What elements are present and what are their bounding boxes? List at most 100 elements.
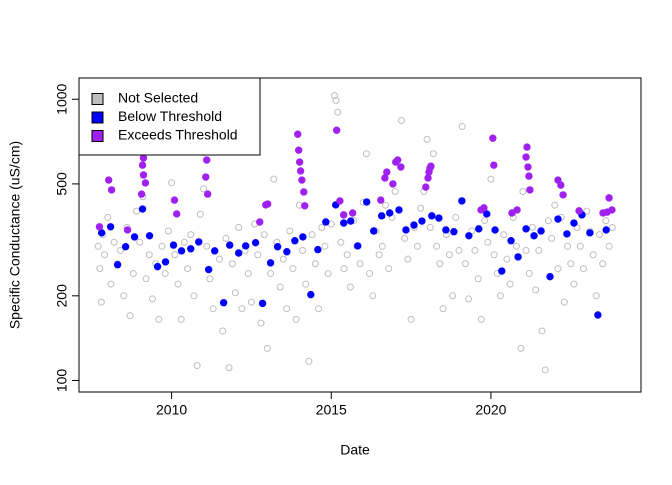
data-point: [279, 255, 287, 263]
data-point: [263, 344, 271, 352]
data-point: [424, 174, 432, 182]
data-point: [266, 259, 275, 267]
data-point: [164, 227, 172, 235]
data-point: [413, 242, 421, 250]
data-point: [104, 176, 113, 184]
data-point: [142, 275, 150, 283]
data-point: [155, 315, 163, 323]
data-point: [299, 233, 307, 241]
data-point: [301, 202, 309, 210]
data-point: [576, 242, 584, 250]
data-point: [427, 162, 435, 170]
data-point: [292, 315, 300, 323]
data-point: [378, 242, 386, 250]
data-point: [196, 210, 204, 218]
data-point: [190, 292, 198, 300]
y-tick-label: 1000: [54, 83, 70, 114]
data-point: [225, 364, 233, 372]
data-point: [247, 298, 255, 306]
data-point: [497, 292, 504, 300]
data-point: [314, 305, 322, 313]
data-point: [602, 217, 610, 225]
data-point: [273, 243, 282, 251]
data-point: [436, 260, 444, 268]
data-point: [289, 265, 297, 273]
data-point: [608, 223, 616, 231]
data-point: [602, 226, 610, 234]
data-point: [257, 319, 265, 327]
data-point: [475, 225, 483, 233]
data-point: [538, 327, 546, 335]
y-tick-label: 500: [54, 172, 70, 196]
data-point: [422, 183, 430, 191]
data-point: [299, 246, 307, 254]
data-point: [117, 246, 125, 254]
data-point: [204, 265, 213, 274]
data-point: [206, 275, 214, 283]
data-point: [294, 130, 302, 138]
data-point: [389, 180, 397, 188]
data-point: [407, 315, 415, 323]
data-point: [500, 231, 508, 239]
data-point: [366, 270, 374, 278]
data-point: [426, 223, 434, 231]
data-point: [461, 260, 469, 268]
data-point: [296, 167, 305, 175]
data-point: [332, 96, 340, 104]
data-point: [402, 226, 410, 234]
data-point: [120, 292, 128, 300]
data-point: [356, 260, 364, 268]
data-point: [283, 248, 291, 256]
data-point: [226, 241, 234, 249]
data-point: [498, 267, 506, 275]
data-point: [231, 289, 239, 297]
data-point: [219, 327, 227, 335]
x-tick-label: 2010: [156, 402, 187, 418]
legend-box: [78, 77, 261, 156]
data-point: [311, 260, 319, 268]
data-point: [295, 158, 304, 166]
data-point: [484, 238, 492, 246]
data-point: [363, 198, 371, 206]
data-point: [169, 241, 178, 249]
data-point: [126, 312, 134, 320]
data-point: [138, 205, 147, 213]
data-point: [340, 219, 348, 227]
data-point: [219, 299, 228, 307]
data-point: [300, 188, 308, 196]
data-point: [95, 223, 104, 231]
data-point: [276, 283, 284, 291]
data-point: [132, 207, 140, 215]
x-tick-label: 2020: [475, 402, 506, 418]
data-point: [346, 283, 354, 291]
data-point: [321, 242, 329, 250]
y-axis-title: Specific Conductance (uS/cm): [7, 141, 23, 329]
data-point: [567, 260, 575, 268]
legend-label: Below Threshold: [118, 108, 222, 124]
data-point: [450, 228, 458, 236]
data-point: [174, 280, 182, 288]
data-point: [522, 153, 530, 161]
data-point: [480, 204, 488, 212]
data-point: [324, 270, 332, 278]
data-point: [525, 270, 533, 278]
data-point: [270, 175, 278, 183]
data-point: [258, 299, 267, 308]
data-point: [395, 206, 403, 214]
data-point: [551, 201, 559, 209]
legend-label: Not Selected: [118, 90, 198, 106]
data-point: [139, 171, 148, 179]
data-point: [489, 134, 497, 142]
data-point: [193, 362, 201, 370]
data-point: [455, 246, 463, 254]
data-point: [522, 225, 530, 233]
data-point: [216, 255, 223, 263]
data-point: [203, 190, 212, 198]
data-point: [148, 295, 156, 303]
data-point: [244, 270, 252, 278]
data-point: [595, 231, 603, 239]
data-point: [267, 270, 275, 278]
data-point: [541, 366, 549, 374]
data-point: [305, 357, 313, 365]
